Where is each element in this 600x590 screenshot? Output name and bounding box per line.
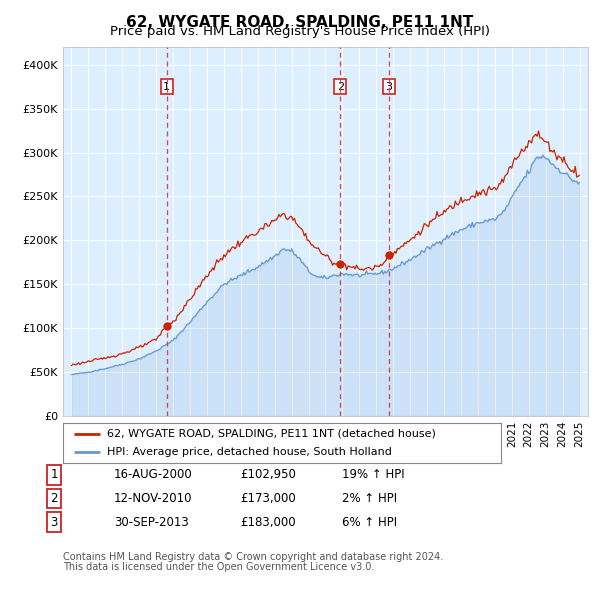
Text: 2: 2 [337,81,344,91]
Text: 1: 1 [163,81,170,91]
Text: This data is licensed under the Open Government Licence v3.0.: This data is licensed under the Open Gov… [63,562,374,572]
Text: 16-AUG-2000: 16-AUG-2000 [114,468,193,481]
Text: £183,000: £183,000 [240,516,296,529]
Text: 62, WYGATE ROAD, SPALDING, PE11 1NT (detached house): 62, WYGATE ROAD, SPALDING, PE11 1NT (det… [107,429,436,439]
Text: £173,000: £173,000 [240,492,296,505]
Text: 12-NOV-2010: 12-NOV-2010 [114,492,193,505]
Text: 62, WYGATE ROAD, SPALDING, PE11 1NT: 62, WYGATE ROAD, SPALDING, PE11 1NT [127,15,473,30]
Text: 2: 2 [50,492,58,505]
Text: Contains HM Land Registry data © Crown copyright and database right 2024.: Contains HM Land Registry data © Crown c… [63,552,443,562]
Text: 3: 3 [386,81,392,91]
Text: £102,950: £102,950 [240,468,296,481]
Text: HPI: Average price, detached house, South Holland: HPI: Average price, detached house, Sout… [107,447,392,457]
Text: 1: 1 [50,468,58,481]
Text: 3: 3 [50,516,58,529]
Text: 6% ↑ HPI: 6% ↑ HPI [342,516,397,529]
Text: 2% ↑ HPI: 2% ↑ HPI [342,492,397,505]
Text: 19% ↑ HPI: 19% ↑ HPI [342,468,404,481]
Text: 30-SEP-2013: 30-SEP-2013 [114,516,189,529]
Text: Price paid vs. HM Land Registry's House Price Index (HPI): Price paid vs. HM Land Registry's House … [110,25,490,38]
